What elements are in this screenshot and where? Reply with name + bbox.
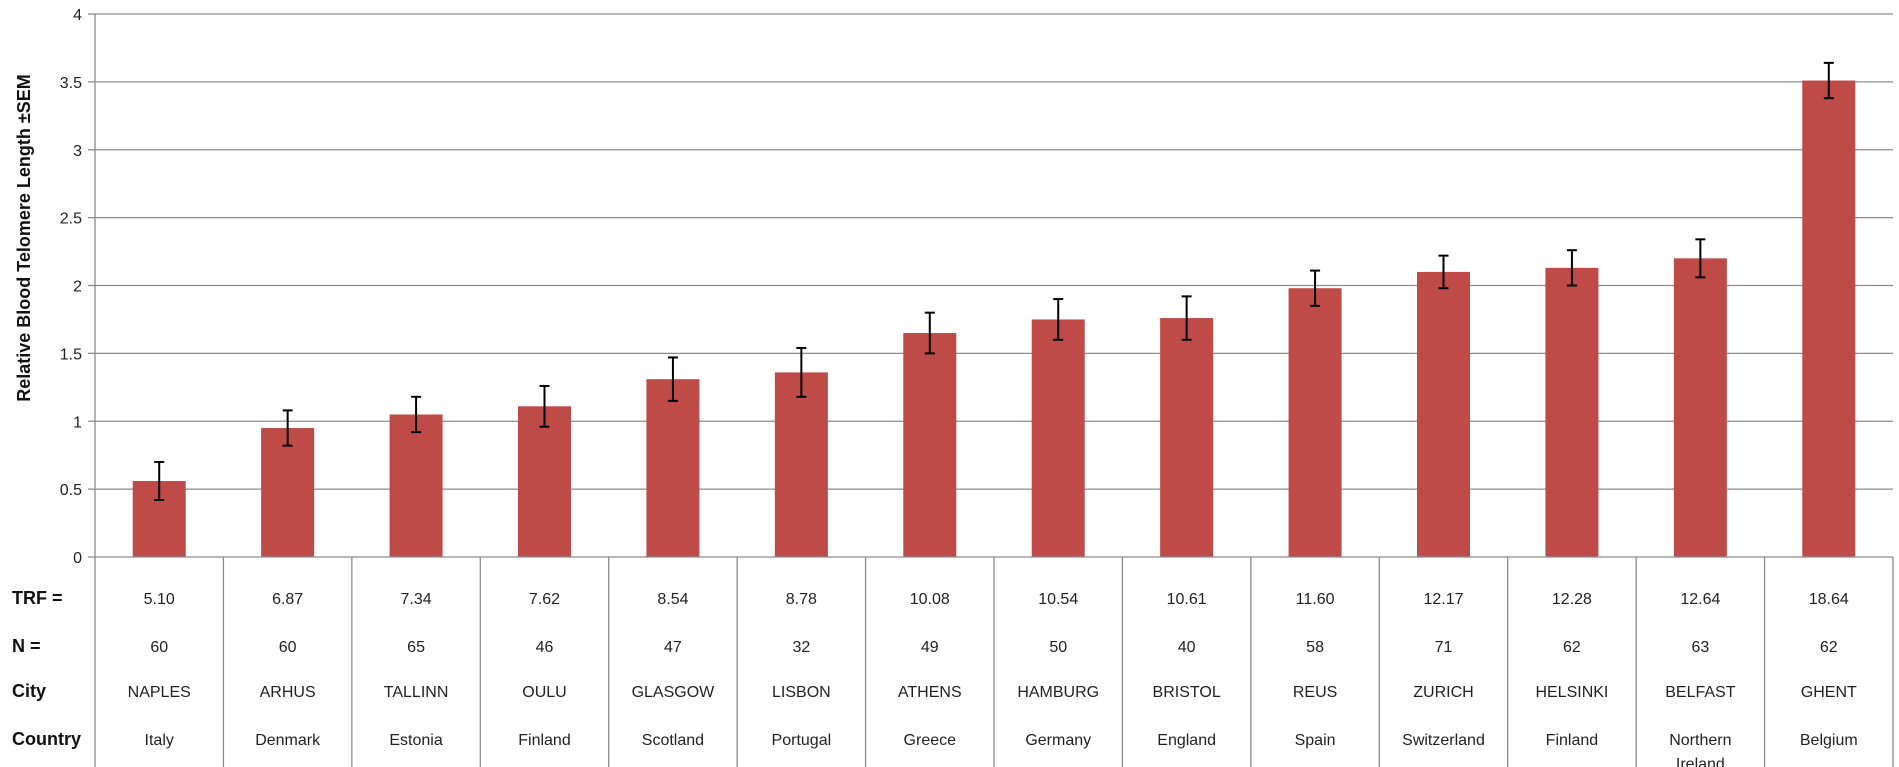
bar-reus xyxy=(1288,288,1342,557)
table-cell: Greece xyxy=(904,732,957,749)
table-cell: England xyxy=(1157,732,1216,749)
grid-layer xyxy=(95,13,1893,490)
table-cell: 60 xyxy=(279,639,297,656)
table-cell: Spain xyxy=(1295,732,1336,749)
table-cell: 62 xyxy=(1563,639,1581,656)
table-cell: Belgium xyxy=(1800,732,1858,749)
table-row-label: Country xyxy=(12,729,81,749)
bar-oulu xyxy=(518,406,571,557)
table-cell: GHENT xyxy=(1801,684,1857,701)
table-cell: GLASGOW xyxy=(632,684,716,701)
table-cell: 65 xyxy=(407,639,425,656)
table-row-label: N = xyxy=(12,636,41,656)
table-cell: 62 xyxy=(1820,639,1838,656)
table-cell: 58 xyxy=(1306,639,1324,656)
table-cell: 11.60 xyxy=(1296,591,1335,608)
bar-arhus xyxy=(261,428,315,557)
table-cell: OULU xyxy=(522,684,566,701)
table-cell: Switzerland xyxy=(1402,732,1485,749)
y-axis-title: Relative Blood Telomere Length ±SEM xyxy=(14,74,34,402)
table-cell: Scotland xyxy=(642,732,704,749)
table-cell: 12.28 xyxy=(1552,591,1592,608)
table-cell: TALLINN xyxy=(384,684,449,701)
table-cell: 10.61 xyxy=(1167,591,1207,608)
table-cell: 8.54 xyxy=(657,591,688,608)
table-cell: 7.62 xyxy=(529,591,560,608)
table-cell: Denmark xyxy=(255,732,321,749)
table-cell: Portugal xyxy=(772,732,832,749)
table-cell: 18.64 xyxy=(1809,591,1849,608)
table-cell: 49 xyxy=(921,639,939,656)
table-cell: 12.17 xyxy=(1423,591,1463,608)
bar-athens xyxy=(903,333,957,557)
table-cell: 60 xyxy=(150,639,168,656)
bar-zurich xyxy=(1417,271,1470,557)
table-cell: Italy xyxy=(145,732,174,749)
table-cell: Germany xyxy=(1025,732,1091,749)
table-cell: HAMBURG xyxy=(1017,684,1099,701)
table-cell: 32 xyxy=(792,639,810,656)
axis-layer: 0 0.5 1 1.5 2 2.5 3 3.5 4 xyxy=(60,7,1893,767)
table-cell: LISBON xyxy=(772,684,831,701)
bar-hamburg xyxy=(1031,319,1085,557)
bar-lisbon xyxy=(774,372,828,557)
table-cell: Estonia xyxy=(389,732,442,749)
table-cell: Finland xyxy=(518,732,570,749)
bar-layer xyxy=(132,80,1856,557)
table-cell: 47 xyxy=(664,639,682,656)
table-cell: ATHENS xyxy=(898,684,962,701)
table-cell: 10.08 xyxy=(910,591,950,608)
bar-belfast xyxy=(1673,258,1727,557)
table-cell: 5.10 xyxy=(144,591,175,608)
data-table: TRF = 5.10 6.87 7.34 7.62 8.54 8.78 10.08 10.54 1… xyxy=(12,557,1894,767)
table-cell: 6.87 xyxy=(272,591,303,608)
table-cell: BELFAST xyxy=(1665,684,1735,701)
table-row-label: TRF = xyxy=(12,588,63,608)
y-tick-label: 0.5 xyxy=(60,482,82,499)
table-row-label: City xyxy=(12,681,46,701)
bar-ghent xyxy=(1802,80,1856,557)
table-cell: NAPLES xyxy=(128,684,191,701)
table-cell: ZURICH xyxy=(1413,684,1473,701)
bar-helsinki xyxy=(1545,267,1599,557)
y-tick-label: 0 xyxy=(73,550,82,567)
table-cell: 10.54 xyxy=(1038,591,1078,608)
y-tick-label: 2 xyxy=(73,279,82,296)
error-bar-layer xyxy=(154,61,1834,501)
table-cell: 12.64 xyxy=(1680,591,1720,608)
table-cell: ARHUS xyxy=(260,684,316,701)
table-cell: 40 xyxy=(1178,639,1196,656)
table-cell: 50 xyxy=(1049,639,1067,656)
table-cell: 63 xyxy=(1691,639,1709,656)
table-cell: REUS xyxy=(1293,684,1337,701)
y-tick-label: 1 xyxy=(73,414,82,431)
table-cell: 7.34 xyxy=(401,591,432,608)
table-cell: 8.78 xyxy=(786,591,817,608)
bar-tallinn xyxy=(389,414,443,557)
y-tick-label: 3 xyxy=(73,143,82,160)
y-tick-label: 4 xyxy=(73,7,82,24)
bar-bristol xyxy=(1160,318,1214,557)
bar-glasgow xyxy=(646,379,700,557)
y-tick-label: 3.5 xyxy=(60,75,82,92)
table-cell: Finland xyxy=(1546,732,1598,749)
table-cell: 71 xyxy=(1435,639,1453,656)
table-cell: BRISTOL xyxy=(1153,684,1221,701)
table-cell: HELSINKI xyxy=(1535,684,1608,701)
y-tick-label: 2.5 xyxy=(60,211,82,228)
y-tick-label: 1.5 xyxy=(60,346,82,363)
table-cell: 46 xyxy=(536,639,554,656)
table-cell: Northern Ireland xyxy=(1669,732,1731,767)
